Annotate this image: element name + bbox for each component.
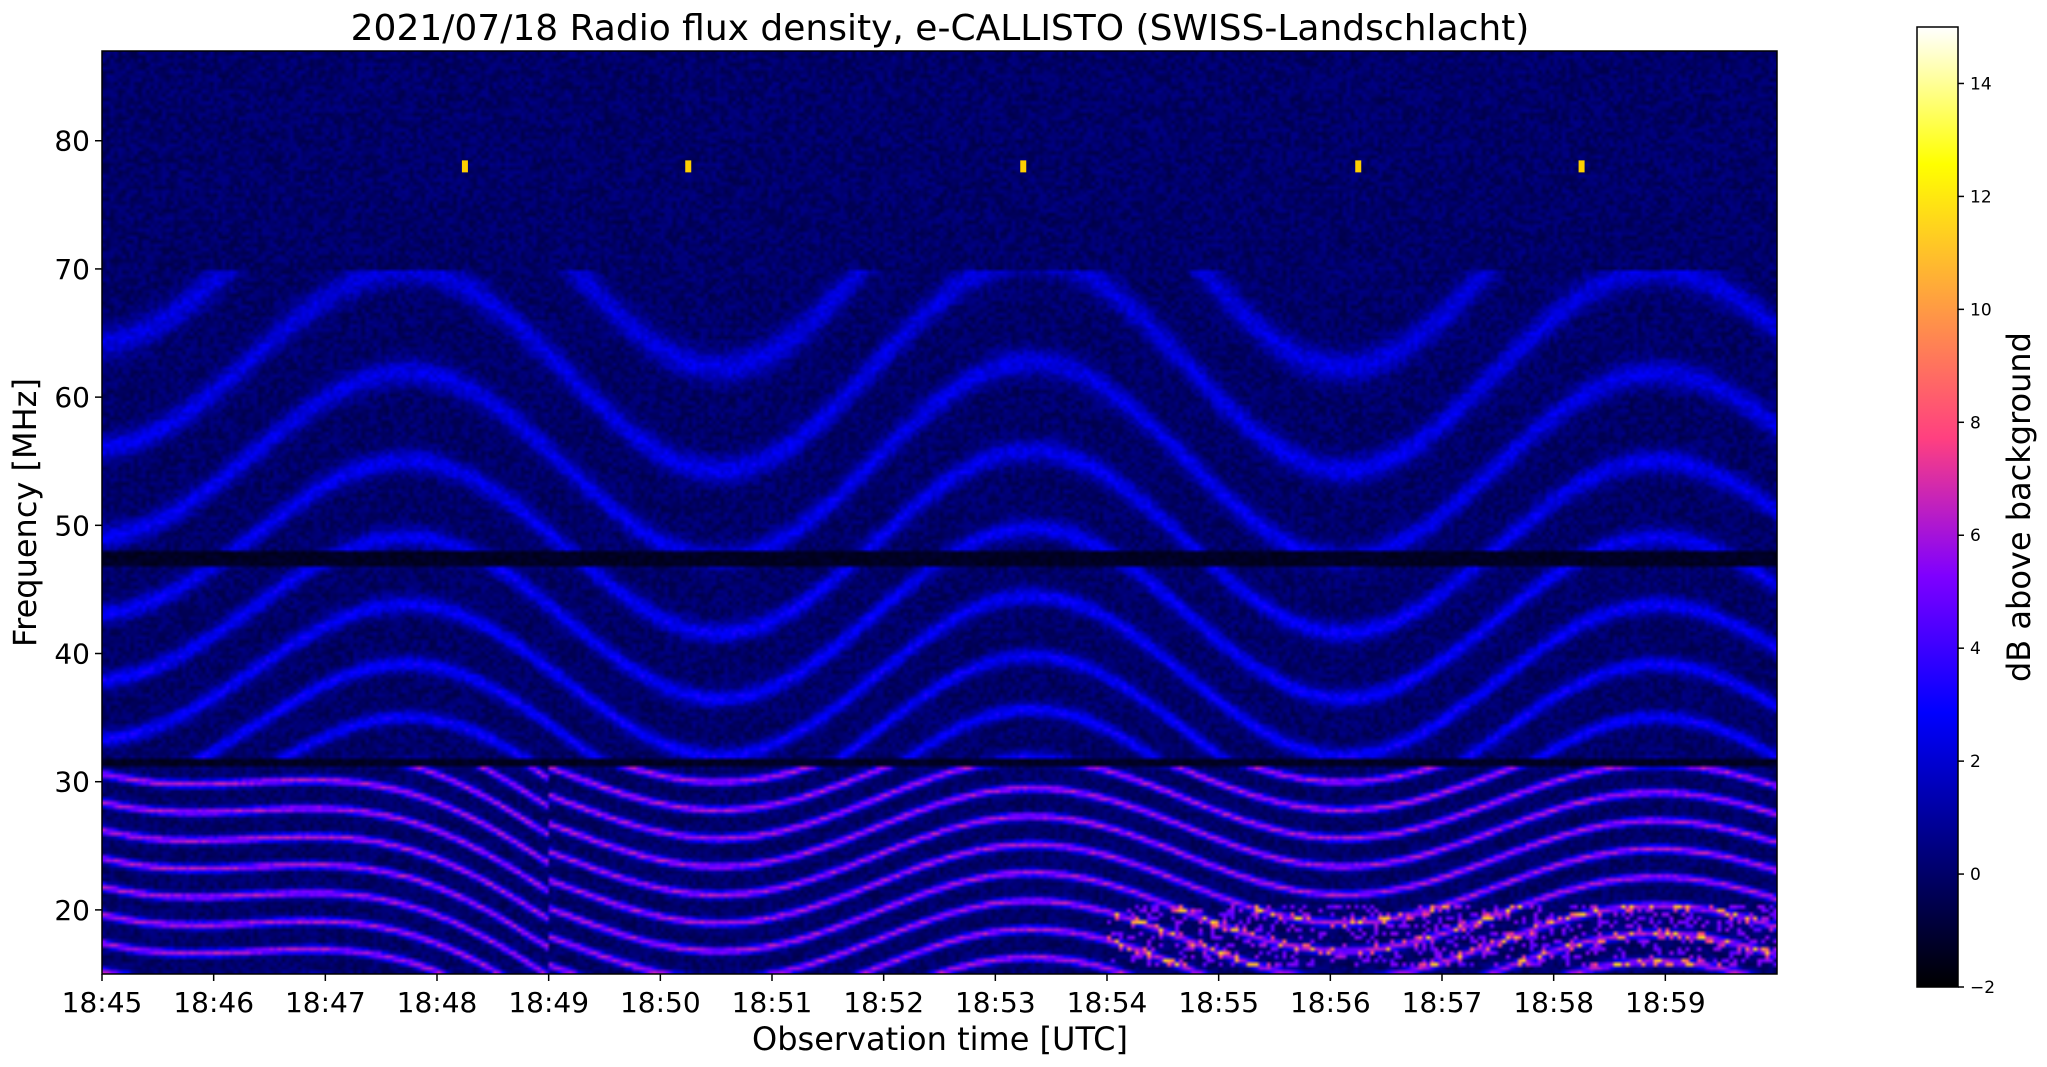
x-tick-label-9: 18:53 xyxy=(955,986,1036,1019)
colorbar-tick-label-3: 2 xyxy=(1970,752,1981,772)
colorbar-axis: −2 0 2 4 6 8 10 12 14 xyxy=(1958,74,1995,998)
interference-spike-2 xyxy=(685,160,692,173)
interference-spike-3 xyxy=(1020,160,1027,173)
colorbar-tick-label-2: 0 xyxy=(1970,865,1981,885)
y-tick-label-1: 20 xyxy=(54,894,90,927)
y-tick-label-5: 60 xyxy=(54,381,90,414)
x-tick-label-5: 18:49 xyxy=(508,986,589,1019)
interference-spike-4 xyxy=(1355,160,1362,173)
colorbar-tick-label-4: 4 xyxy=(1970,639,1981,659)
interference-spike-5 xyxy=(1578,160,1585,173)
x-axis: 18:45 18:46 18:47 18:48 18:49 18:50 18:51 18:52… xyxy=(62,974,1706,1019)
colorbar-tick-label-8: 12 xyxy=(1970,187,1992,207)
x-tick-label-7: 18:51 xyxy=(732,986,813,1019)
x-tick-label-2: 18:46 xyxy=(173,986,254,1019)
x-tick-label-10: 18:54 xyxy=(1067,986,1148,1019)
x-tick-label-4: 18:48 xyxy=(397,986,478,1019)
x-tick-label-1: 18:45 xyxy=(62,986,143,1019)
y-tick-label-2: 30 xyxy=(54,766,90,799)
spectrogram-plot xyxy=(102,51,1777,974)
y-axis-label: Frequency [MHz] xyxy=(6,378,44,647)
colorbar xyxy=(1916,26,1959,988)
colorbar-tick-label-5: 6 xyxy=(1970,526,1981,546)
x-tick-label-12: 18:56 xyxy=(1290,986,1371,1019)
x-tick-label-15: 18:59 xyxy=(1625,986,1706,1019)
x-tick-label-8: 18:52 xyxy=(843,986,924,1019)
colorbar-tick-label-6: 8 xyxy=(1970,413,1981,433)
y-tick-label-7: 80 xyxy=(54,125,90,158)
x-tick-label-14: 18:58 xyxy=(1513,986,1594,1019)
x-tick-label-6: 18:50 xyxy=(620,986,701,1019)
y-tick-label-4: 50 xyxy=(54,509,90,542)
colorbar-tick-label-7: 10 xyxy=(1970,300,1992,320)
x-tick-label-3: 18:47 xyxy=(285,986,366,1019)
x-tick-label-11: 18:55 xyxy=(1178,986,1259,1019)
y-axis: 20 30 40 50 60 70 80 xyxy=(54,125,102,927)
colorbar-tick-label-9: 14 xyxy=(1970,74,1992,94)
spectrogram-image xyxy=(102,51,1777,974)
colorbar-tick-label-1: −2 xyxy=(1970,978,1995,998)
x-axis-label: Observation time [UTC] xyxy=(752,1020,1128,1058)
colorbar-label: dB above background xyxy=(2000,332,2038,682)
x-tick-label-13: 18:57 xyxy=(1402,986,1483,1019)
y-tick-label-3: 40 xyxy=(54,638,90,671)
chart-title: 2021/07/18 Radio flux density, e-CALLIST… xyxy=(351,8,1530,49)
interference-spike-1 xyxy=(461,160,468,173)
plot-frame xyxy=(101,50,1778,975)
y-tick-label-6: 70 xyxy=(54,253,90,286)
